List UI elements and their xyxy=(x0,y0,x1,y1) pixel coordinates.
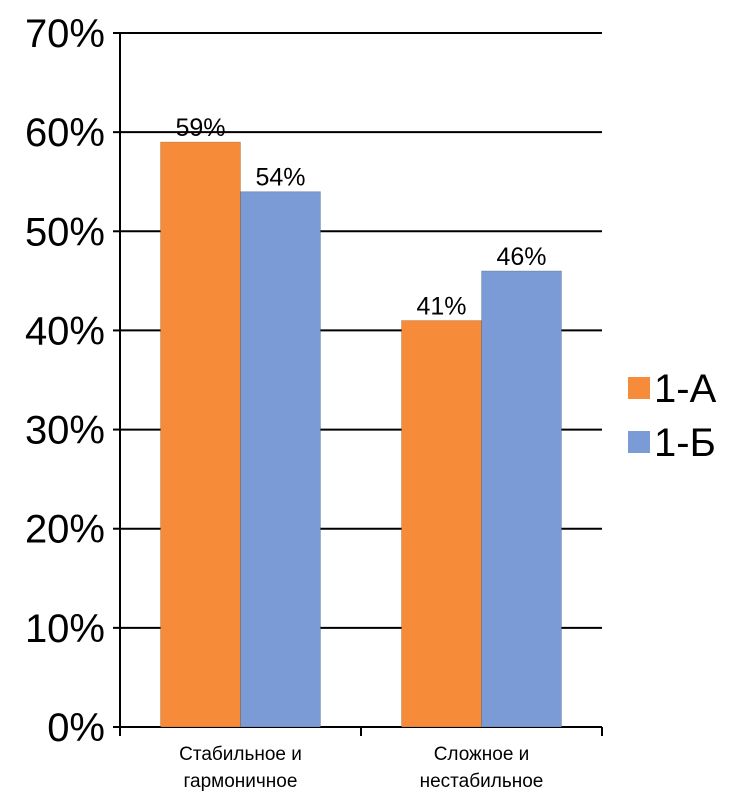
y-tick-label: 0% xyxy=(47,706,105,750)
bar xyxy=(240,191,321,728)
y-tick-label: 70% xyxy=(25,12,105,56)
data-label: 59% xyxy=(175,114,225,142)
legend-swatch xyxy=(628,377,650,399)
x-tick-label: гармоничное xyxy=(184,771,298,792)
data-label: 46% xyxy=(496,243,546,271)
y-tick-label: 20% xyxy=(25,508,105,552)
legend-label: 1-Б xyxy=(654,421,716,465)
bars: 59% 54% 41% 46% xyxy=(160,114,562,728)
legend-label: 1-А xyxy=(654,367,717,411)
bar xyxy=(481,270,562,728)
y-axis-ticks: 0% 10% 20% 30% 40% 50% 60% 70% xyxy=(25,12,105,750)
y-tick-label: 40% xyxy=(25,309,105,353)
bar xyxy=(160,141,241,728)
x-axis-ticks: Стабильное и гармоничное Сложное и нестабил… xyxy=(179,744,543,792)
legend: 1-А1-Б xyxy=(628,367,717,465)
y-tick-label: 30% xyxy=(25,409,105,453)
bar xyxy=(401,320,482,728)
y-tick-label: 50% xyxy=(25,210,105,254)
legend-swatch xyxy=(628,431,650,453)
y-tick-label: 60% xyxy=(25,111,105,155)
data-label: 41% xyxy=(416,293,466,321)
x-tick-label: Стабильное и xyxy=(179,744,302,765)
y-tick-label: 10% xyxy=(25,607,105,651)
x-tick-label: Сложное и xyxy=(434,744,530,765)
x-tick-label: нестабильное xyxy=(420,771,544,792)
data-label: 54% xyxy=(255,164,305,192)
